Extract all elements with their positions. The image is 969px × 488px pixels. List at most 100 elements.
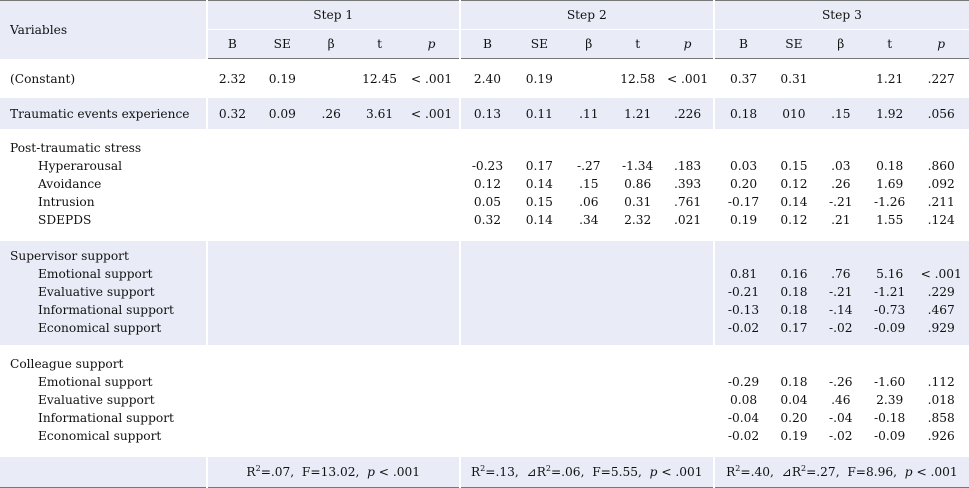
value-cell (308, 427, 355, 453)
value-cell (307, 265, 355, 283)
value-cell: .056 (913, 98, 969, 129)
empty-cell (612, 241, 663, 265)
value-cell: 1.55 (876, 213, 904, 227)
value-cell: .229 (913, 283, 969, 301)
empty-cell (514, 241, 565, 265)
value-cell (308, 211, 355, 237)
value-cell (612, 319, 663, 345)
value-cell (662, 265, 714, 283)
subcolumn-header: B (712, 29, 773, 59)
value-cell (205, 373, 258, 391)
value-cell (458, 373, 515, 391)
value-cell: -.02 (815, 319, 866, 345)
value-cell: -.26 (829, 375, 853, 389)
value-cell: -0.02 (712, 427, 773, 453)
value-cell (355, 211, 404, 237)
value-cell (662, 283, 714, 301)
value-cell (257, 409, 307, 427)
value-cell (404, 427, 459, 453)
table-row: Informational support -0.04 0.20 -.04 -0.18.… (0, 409, 969, 427)
empty-cell (866, 349, 913, 373)
group-header-colleague: Colleague support (0, 349, 969, 373)
value-cell (355, 373, 404, 391)
row-traumatic-events: Traumatic events experience 0.32 0.09.26 3… (0, 98, 969, 129)
p-symbol: p (367, 465, 375, 479)
value-cell: .112 (927, 375, 955, 389)
value-cell: .06 (579, 195, 599, 209)
value-cell (514, 373, 564, 391)
value-cell: 0.20 (780, 411, 808, 425)
empty-cell (404, 133, 459, 157)
value-cell (458, 265, 515, 283)
empty-cell (866, 241, 914, 265)
value-cell: 0.08 (712, 391, 773, 409)
value-cell: .11 (564, 98, 613, 129)
value-cell: 0.12 (780, 213, 808, 227)
value-cell: .21 (831, 213, 851, 227)
value-cell: .46 (831, 393, 851, 407)
value-cell (257, 319, 308, 345)
value-cell (257, 211, 307, 237)
subcolumn-header: SE (514, 29, 565, 59)
value-cell: -0.23 (458, 157, 515, 175)
empty-cell (355, 349, 404, 373)
value-cell: 2.39 (876, 393, 904, 407)
group-title: Supervisor support (0, 241, 207, 265)
step-header-row: Variables Step 1 Step 2 Step 3 (0, 0, 969, 59)
empty-cell (565, 349, 613, 373)
p-symbol: p (904, 465, 913, 479)
table-row: Avoidance 0.12 0.14 .15 0.86 .393 0.20 0.12 .26 1… (0, 175, 969, 193)
value-cell: 0.81 (712, 265, 773, 283)
step1-header: Step 1 (205, 0, 460, 30)
value-cell (404, 391, 459, 409)
value-cell (354, 301, 405, 319)
empty-cell (257, 241, 308, 265)
empty-cell (564, 241, 613, 265)
value-cell: .76 (815, 265, 866, 283)
value-cell (404, 319, 460, 345)
value-cell (307, 283, 355, 301)
empty-cell (205, 241, 258, 265)
value-cell (458, 283, 515, 301)
value-cell (458, 391, 515, 409)
value-cell: 0.14 (525, 213, 553, 227)
value-cell (613, 373, 662, 391)
value-cell (205, 391, 258, 409)
variables-header: Variables (0, 0, 207, 59)
subcolumn-header: B (458, 29, 515, 59)
value-cell (257, 427, 307, 453)
value-cell: 0.19 (525, 71, 553, 86)
empty-cell (565, 133, 613, 157)
value-cell (355, 409, 404, 427)
value-cell: < .001 (666, 71, 709, 86)
value-cell (308, 193, 355, 211)
value-cell (404, 373, 459, 391)
value-cell: 0.17 (772, 319, 816, 345)
value-cell (458, 301, 515, 319)
empty-cell (307, 241, 355, 265)
value-cell: .018 (927, 393, 955, 407)
dr2-symbol: R (536, 465, 546, 479)
value-cell (354, 265, 405, 283)
value-cell (404, 157, 459, 175)
p-value: < .001 (916, 465, 958, 479)
value-cell: .15 (815, 98, 866, 129)
table-row: Economical support -0.02 0.17 -.02 -0.09.929 (0, 319, 969, 345)
row-label: Evaluative support (38, 393, 155, 407)
value-cell (458, 319, 515, 345)
value-cell (308, 175, 355, 193)
value-cell (205, 409, 258, 427)
value-cell: 0.12 (780, 177, 808, 191)
value-cell: .858 (927, 411, 955, 425)
f-value: F=13.02, (301, 465, 360, 479)
value-cell (404, 211, 459, 237)
row-label: (Constant) (10, 71, 76, 86)
empty-cell (913, 133, 969, 157)
value-cell (404, 175, 459, 193)
value-cell: 0.86 (624, 177, 652, 191)
value-cell: .15 (579, 177, 599, 191)
value-cell (565, 427, 613, 453)
value-cell (613, 409, 662, 427)
step3-header: Step 3 (712, 0, 969, 30)
table-row: Evaluative support -0.21 0.18 -.21 -1.21.229 (0, 283, 969, 301)
